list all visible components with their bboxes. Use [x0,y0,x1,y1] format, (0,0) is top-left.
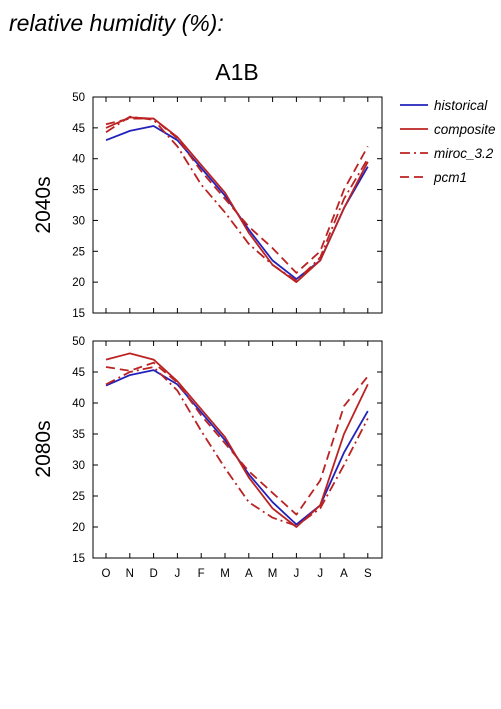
series-line-composite [105,352,369,528]
axis-ticks: 15 20 25 30 35 40 45 50 [72,336,382,565]
panel-2040s: 2040s 15 20 25 30 35 40 45 50 [32,92,383,320]
axis-ticks: 15 20 25 30 35 40 45 50 [72,92,382,320]
scenario-label: A1B [215,59,258,85]
y-tick-label: 25 [72,246,85,258]
figure-title: relative humidity (%): [9,10,224,36]
panel-label: 2040s [32,176,55,233]
y-tick-label: 20 [72,522,85,534]
x-tick-label: M [268,568,278,580]
series-line-pcm1 [105,361,369,516]
series-line-historical [105,369,369,526]
y-tick-label: 15 [72,308,85,320]
series-line-miroc-3-2 [105,115,369,282]
x-tick-label: M [220,568,230,580]
legend-label: miroc_3.2 [434,146,494,161]
y-tick-label: 35 [72,185,85,197]
y-tick-label: 50 [72,92,85,104]
y-tick-label: 50 [72,336,85,348]
y-tick-label: 25 [72,491,85,503]
y-tick-label: 35 [72,429,85,441]
panel-label: 2080s [32,420,55,477]
y-tick-label: 40 [72,154,85,166]
series-line-pcm1 [105,117,369,274]
series-group [105,352,369,528]
panel-2080s: 2080s 15 20 25 30 35 40 45 50 O N D J F M A M J J A S [32,336,383,580]
x-tick-label: N [126,568,134,580]
panel-frame [92,340,383,559]
y-tick-label: 30 [72,215,85,227]
x-tick-label: A [245,568,253,580]
legend-label: historical [434,98,488,113]
y-tick-label: 45 [72,123,85,135]
y-tick-label: 30 [72,460,85,472]
series-line-composite [105,116,369,284]
series-line-miroc-3-2 [105,366,369,527]
x-tick-label: J [317,568,323,580]
x-tick-label: S [364,568,372,580]
x-tick-label: A [340,568,348,580]
y-tick-label: 20 [72,277,85,289]
x-tick-label: J [175,568,181,580]
x-tick-label: F [198,568,205,580]
x-tick-label: D [149,568,157,580]
x-tick-label: J [294,568,300,580]
y-tick-label: 15 [72,553,85,565]
series-line-historical [105,125,369,281]
x-tick-label: O [102,568,111,580]
panel-frame [92,96,383,314]
y-tick-label: 40 [72,398,85,410]
legend: historical composite miroc_3.2 pcm1 [400,98,496,185]
legend-label: composite [434,122,496,137]
series-group [105,115,369,284]
y-tick-label: 45 [72,367,85,379]
legend-label: pcm1 [433,170,467,185]
